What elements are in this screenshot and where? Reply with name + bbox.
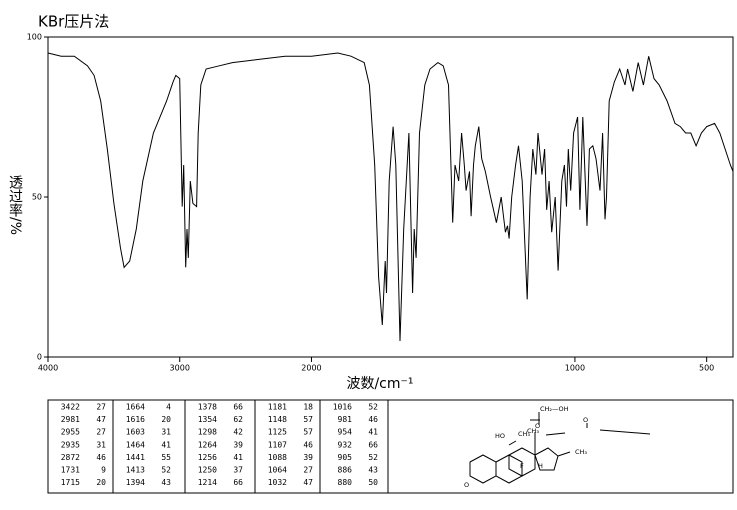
peak-transmittance: 52: [368, 403, 378, 412]
structure-label: O: [583, 416, 588, 424]
peak-transmittance: 52: [368, 453, 378, 462]
structure-label: CH₃: [575, 448, 587, 456]
peak-wavenumber: 1264: [198, 440, 217, 449]
peak-transmittance: 39: [303, 453, 313, 462]
peak-table-frame: [47, 399, 734, 494]
peak-wavenumber: 3422: [61, 403, 80, 412]
peak-transmittance: 20: [96, 478, 106, 487]
peak-transmittance: 47: [96, 415, 106, 424]
peak-transmittance: 31: [161, 428, 171, 437]
x-tick-label: 2000: [301, 364, 321, 373]
peak-transmittance: 46: [303, 440, 313, 449]
peak-wavenumber: 2872: [61, 453, 80, 462]
peak-wavenumber: 1731: [61, 466, 80, 475]
peak-wavenumber: 1394: [126, 478, 145, 487]
structure-label: CH₃: [518, 430, 530, 438]
structure-label: HO: [495, 432, 505, 440]
peak-wavenumber: 1181: [268, 403, 287, 412]
peak-wavenumber: 1148: [268, 415, 287, 424]
peak-wavenumber: 1378: [198, 403, 217, 412]
peak-wavenumber: 1413: [126, 466, 145, 475]
peak-transmittance: 50: [368, 478, 378, 487]
peak-wavenumber: 1354: [198, 415, 217, 424]
peak-wavenumber: 1603: [126, 428, 145, 437]
structure-label: H: [538, 462, 543, 470]
peak-transmittance: 66: [368, 440, 378, 449]
peak-wavenumber: 1441: [126, 453, 145, 462]
chart-title: KBr压片法: [38, 13, 109, 31]
peak-transmittance: 18: [303, 403, 313, 412]
x-tick-label: 4000: [38, 364, 58, 373]
peak-wavenumber: 2981: [61, 415, 80, 424]
peak-wavenumber: 905: [338, 453, 353, 462]
peak-wavenumber: 1107: [268, 440, 287, 449]
peak-transmittance: 66: [233, 478, 243, 487]
y-axis-label: 透过率/%: [7, 175, 23, 235]
peak-wavenumber: 1064: [268, 466, 287, 475]
peak-transmittance: 42: [233, 428, 243, 437]
peak-wavenumber: 1464: [126, 440, 145, 449]
x-tick-label: 3000: [170, 364, 190, 373]
structure-label: CH₃: [527, 427, 539, 435]
structure-label: F: [520, 462, 524, 470]
peak-transmittance: 57: [303, 428, 313, 437]
peak-transmittance: 4: [166, 403, 171, 412]
peak-transmittance: 41: [161, 440, 171, 449]
structure-label: CH₂—OH: [540, 405, 569, 413]
peak-transmittance: 57: [303, 415, 313, 424]
x-axis-label: 波数/cm⁻¹: [346, 376, 413, 392]
peak-wavenumber: 981: [338, 415, 353, 424]
peak-wavenumber: 886: [338, 466, 353, 475]
peak-transmittance: 66: [233, 403, 243, 412]
y-tick-label: 0: [37, 353, 42, 362]
peak-transmittance: 62: [233, 415, 243, 424]
peak-wavenumber: 2935: [61, 440, 80, 449]
peak-wavenumber: 1256: [198, 453, 217, 462]
peak-transmittance: 27: [303, 466, 313, 475]
peak-transmittance: 46: [368, 415, 378, 424]
peak-transmittance: 31: [96, 440, 106, 449]
peak-transmittance: 52: [161, 466, 171, 475]
peak-wavenumber: 1088: [268, 453, 287, 462]
peak-wavenumber: 2955: [61, 428, 80, 437]
peak-transmittance: 55: [161, 453, 171, 462]
peak-wavenumber: 1664: [126, 403, 145, 412]
peak-transmittance: 47: [303, 478, 313, 487]
peak-wavenumber: 1214: [198, 478, 217, 487]
peak-wavenumber: 1616: [126, 415, 145, 424]
peak-wavenumber: 954: [338, 428, 353, 437]
peak-transmittance: 43: [368, 466, 378, 475]
peak-transmittance: 9: [101, 466, 106, 475]
peak-transmittance: 46: [96, 453, 106, 462]
peak-wavenumber: 880: [338, 478, 353, 487]
peak-wavenumber: 1125: [268, 428, 287, 437]
peak-wavenumber: 1032: [268, 478, 287, 487]
peak-wavenumber: 1016: [333, 403, 352, 412]
y-tick-label: 50: [32, 193, 42, 202]
peak-wavenumber: 1715: [61, 478, 80, 487]
table-dividers: [112, 400, 389, 493]
peak-transmittance: 41: [368, 428, 378, 437]
peak-transmittance: 41: [233, 453, 243, 462]
peak-transmittance: 37: [233, 466, 243, 475]
peak-transmittance: 27: [96, 428, 106, 437]
structure: [469, 412, 651, 484]
spectrum-line: [47, 52, 734, 342]
peak-transmittance: 27: [96, 403, 106, 412]
plot-frame: [47, 36, 734, 358]
peak-wavenumber: 1250: [198, 466, 217, 475]
peak-wavenumber: 1298: [198, 428, 217, 437]
x-tick-label: 500: [699, 364, 714, 373]
structure-label: O: [464, 481, 469, 489]
peak-transmittance: 43: [161, 478, 171, 487]
structure-label: O: [535, 422, 540, 430]
peak-transmittance: 39: [233, 440, 243, 449]
peak-wavenumber: 932: [338, 440, 353, 449]
y-tick-label: 100: [27, 33, 42, 42]
x-tick-label: 1000: [565, 364, 585, 373]
peak-transmittance: 20: [161, 415, 171, 424]
